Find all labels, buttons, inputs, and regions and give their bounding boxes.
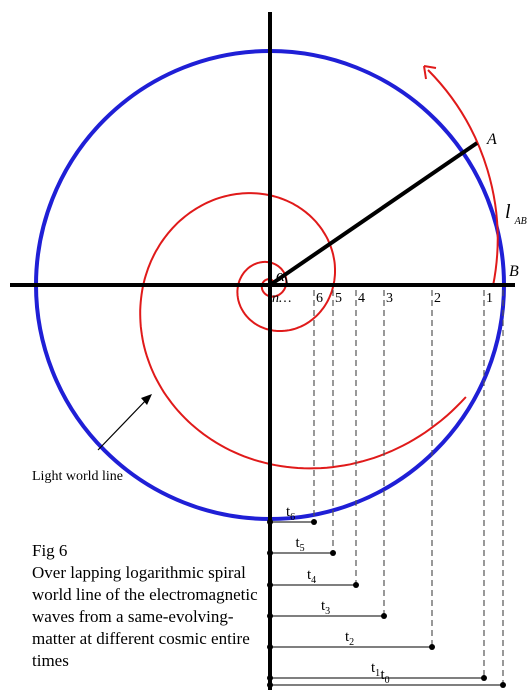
axis-mark-label: 2 <box>434 291 441 306</box>
caption-title: Fig 6 <box>32 541 68 560</box>
outer-spiral-arc <box>427 69 499 287</box>
time-bar-endpoint <box>267 682 273 688</box>
origin-label: n… <box>272 291 291 306</box>
light-world-pointer <box>97 396 150 451</box>
time-label: t6 <box>286 504 295 523</box>
time-label: t1 <box>371 660 380 679</box>
arc-label-main: l <box>505 201 511 223</box>
time-bar-endpoint <box>330 550 336 556</box>
light-world-label: Light world line <box>32 469 123 484</box>
logarithmic-spiral <box>139 192 467 470</box>
time-bar-endpoint <box>267 519 273 525</box>
time-bar-endpoint <box>429 644 435 650</box>
time-bar-endpoint <box>267 613 273 619</box>
caption-body: Over lapping logarithmic spiral world li… <box>32 563 258 670</box>
time-bar-endpoint <box>267 675 273 681</box>
time-bar-endpoint <box>267 644 273 650</box>
point-a-label: A <box>486 131 497 148</box>
time-bar-endpoint <box>481 675 487 681</box>
figure-caption: Fig 6 Over lapping logarithmic spiral wo… <box>32 540 272 672</box>
time-label: t4 <box>307 567 316 586</box>
point-b-label: B <box>509 263 519 280</box>
arrow-head-icon <box>141 394 152 405</box>
time-label: t5 <box>296 535 305 554</box>
axis-mark-label: 4 <box>358 291 365 306</box>
arc-length-label: l AB <box>505 201 527 227</box>
time-label: t2 <box>345 629 354 648</box>
angle-label: α <box>276 266 286 285</box>
time-bar-endpoint <box>500 682 506 688</box>
time-bar-endpoint <box>267 550 273 556</box>
time-bar-endpoint <box>381 613 387 619</box>
axis-mark-label: 3 <box>386 291 393 306</box>
radius-line <box>268 141 479 287</box>
time-label: t0 <box>381 667 390 686</box>
time-bar-endpoint <box>311 519 317 525</box>
spiral-arrow-icon <box>423 65 437 80</box>
arc-label-sub: AB <box>514 216 527 227</box>
axis-mark-label: 1 <box>486 291 493 306</box>
time-bar-endpoint <box>267 582 273 588</box>
time-bar-endpoint <box>353 582 359 588</box>
axis-mark-label: 5 <box>335 291 342 306</box>
axis-mark-label: 6 <box>316 291 323 306</box>
time-label: t3 <box>321 598 330 617</box>
angle-arc <box>283 274 288 286</box>
